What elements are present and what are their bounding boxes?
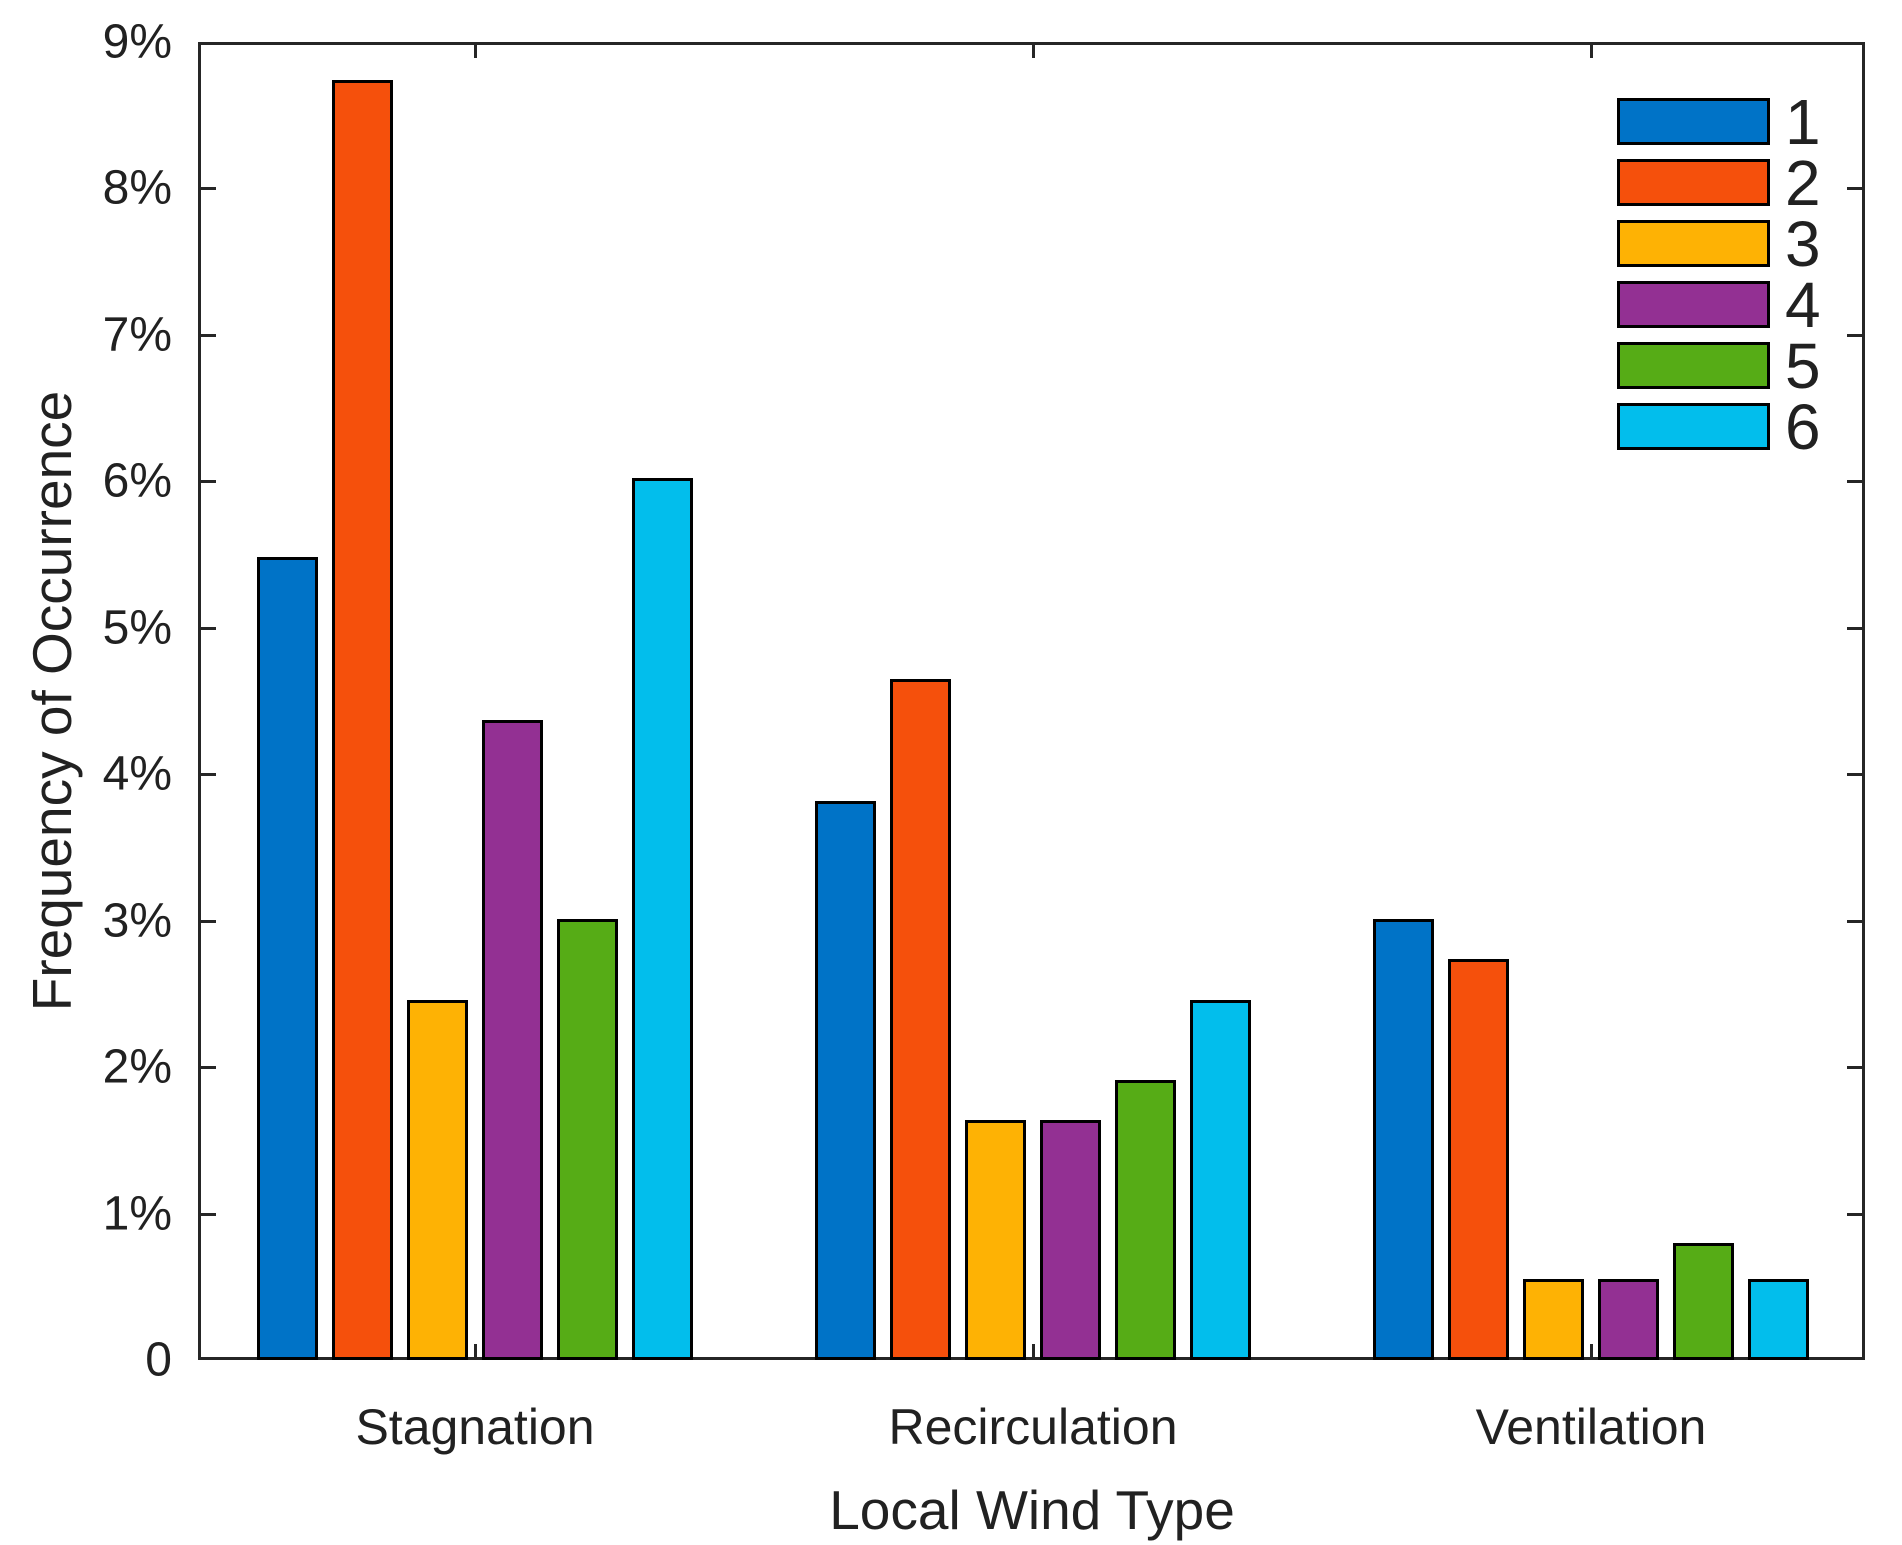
- y-tick-left: [200, 773, 216, 776]
- y-tick-left: [200, 334, 216, 337]
- bar-stagnation-series-5: [557, 919, 618, 1360]
- y-tick-left: [200, 1066, 216, 1069]
- bar-stagnation-series-4: [482, 720, 543, 1360]
- y-tick-right: [1847, 773, 1863, 776]
- y-tick-label-7: 7%: [102, 308, 172, 362]
- x-tick-top: [474, 44, 477, 58]
- y-tick-label-2: 2%: [102, 1040, 172, 1094]
- category-label-ventilation: Ventilation: [1475, 1399, 1707, 1455]
- legend-swatch-4: [1617, 281, 1770, 328]
- y-axis-title: Frequency of Occurrence: [21, 390, 83, 1012]
- bar-ventilation-series-3: [1523, 1279, 1584, 1360]
- legend-label-3: 3: [1785, 207, 1821, 280]
- legend-swatch-5: [1617, 342, 1770, 389]
- bar-recirculation-series-1: [815, 801, 876, 1360]
- y-tick-right: [1847, 627, 1863, 630]
- bar-ventilation-series-6: [1748, 1279, 1809, 1360]
- bar-ventilation-series-1: [1373, 919, 1434, 1360]
- legend-swatch-6: [1617, 403, 1770, 450]
- bar-ventilation-series-5: [1673, 1243, 1734, 1360]
- y-tick-left: [200, 187, 216, 190]
- y-tick-right: [1847, 187, 1863, 190]
- y-tick-label-1: 1%: [102, 1187, 172, 1241]
- y-tick-right: [1847, 334, 1863, 337]
- bar-recirculation-series-5: [1115, 1080, 1176, 1360]
- legend-label-2: 2: [1785, 146, 1821, 219]
- y-tick-left: [200, 480, 216, 483]
- bar-recirculation-series-6: [1190, 1000, 1251, 1360]
- plot-area: [198, 42, 1865, 1360]
- y-tick-left: [200, 1213, 216, 1216]
- y-tick-right: [1847, 1213, 1863, 1216]
- x-axis-title: Local Wind Type: [829, 1479, 1235, 1541]
- legend-swatch-3: [1617, 220, 1770, 267]
- legend-swatch-1: [1617, 98, 1770, 145]
- bar-stagnation-series-6: [632, 478, 693, 1360]
- legend-label-5: 5: [1785, 329, 1821, 402]
- x-tick-bottom: [1590, 1344, 1593, 1358]
- y-tick-right: [1847, 920, 1863, 923]
- bar-stagnation-series-2: [332, 80, 393, 1360]
- y-tick-label-3: 3%: [102, 894, 172, 948]
- y-tick-right: [1847, 1066, 1863, 1069]
- y-tick-label-8: 8%: [102, 161, 172, 215]
- y-tick-label-5: 5%: [102, 601, 172, 655]
- bar-recirculation-series-2: [890, 679, 951, 1360]
- x-tick-bottom: [474, 1344, 477, 1358]
- category-label-recirculation: Recirculation: [888, 1399, 1178, 1455]
- legend-label-6: 6: [1785, 390, 1821, 463]
- bar-stagnation-series-3: [407, 1000, 468, 1360]
- legend-label-1: 1: [1785, 85, 1821, 158]
- bar-ventilation-series-4: [1598, 1279, 1659, 1360]
- category-label-stagnation: Stagnation: [355, 1399, 595, 1455]
- y-tick-left: [200, 920, 216, 923]
- y-tick-label-4: 4%: [102, 747, 172, 801]
- bar-recirculation-series-3: [965, 1120, 1026, 1360]
- x-tick-bottom: [1032, 1344, 1035, 1358]
- bar-stagnation-series-1: [257, 557, 318, 1360]
- bar-ventilation-series-2: [1448, 959, 1509, 1360]
- y-tick-right: [1847, 480, 1863, 483]
- x-tick-top: [1032, 44, 1035, 58]
- legend-label-4: 4: [1785, 268, 1821, 341]
- legend-swatch-2: [1617, 159, 1770, 206]
- y-tick-label-6: 6%: [102, 454, 172, 508]
- x-tick-top: [1590, 44, 1593, 58]
- y-tick-label-0: 0: [145, 1333, 172, 1387]
- bar-recirculation-series-4: [1040, 1120, 1101, 1360]
- y-tick-label-9: 9%: [102, 15, 172, 69]
- y-tick-left: [200, 627, 216, 630]
